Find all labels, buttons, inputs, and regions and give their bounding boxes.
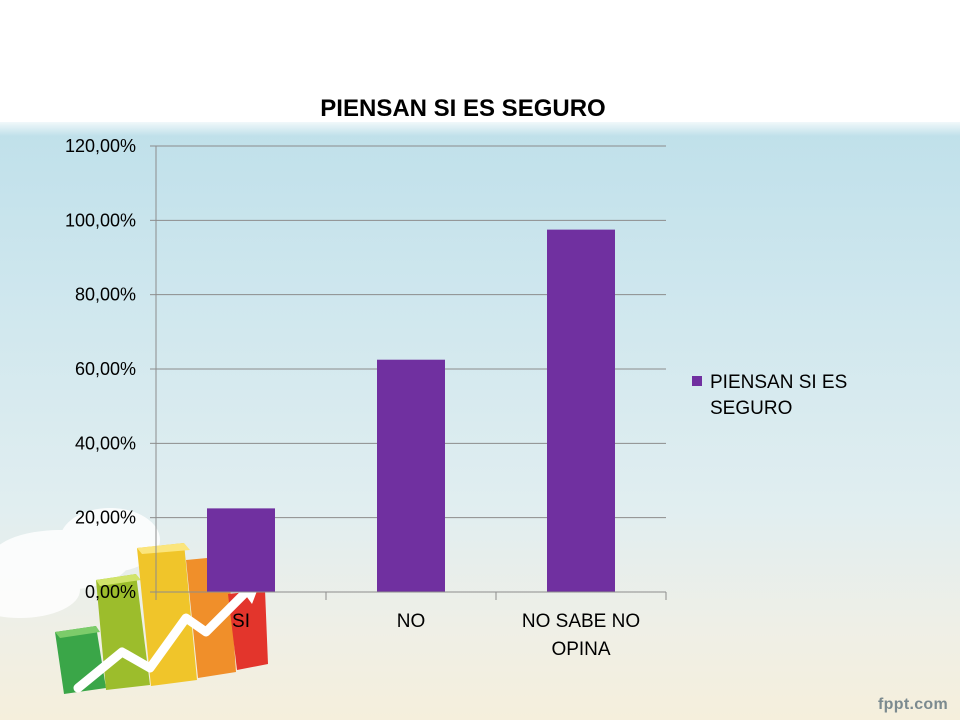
y-tick-label: 40,00% [75,433,136,453]
axes [155,146,667,600]
y-tick-label: 120,00% [65,136,136,156]
bar-1 [207,508,275,592]
cloud-decoration [0,508,160,618]
y-axis-tick-labels: 0,00% 20,00% 40,00% 60,00% 80,00% 100,00% 120,… [65,136,136,602]
legend-swatch [692,376,702,386]
x-category-label: NO SABE NO OPINA [522,611,640,660]
y-tick-label: 80,00% [75,285,136,305]
slide-background-top [0,0,960,122]
x-axis-category-labels: SI NO NO SABE NO OPINA [232,611,640,660]
bar-2 [377,359,445,592]
x-category-label: NO [397,611,426,632]
y-tick-label: 100,00% [65,210,136,230]
legend-label: PIENSAN SI ES SEGURO [710,372,847,419]
brand-watermark: fppt.com [878,696,948,713]
y-tick-label: 20,00% [75,508,136,528]
bar-3 [547,229,615,592]
bars [207,229,615,592]
y-tick-label: 60,00% [75,359,136,379]
slide-background-band [0,118,960,136]
chart-title: PIENSAN SI ES SEGURO [320,95,605,122]
x-category-label: SI [232,611,250,632]
y-tick-label: 0,00% [85,582,136,602]
legend: PIENSAN SI ES SEGURO [692,372,847,419]
